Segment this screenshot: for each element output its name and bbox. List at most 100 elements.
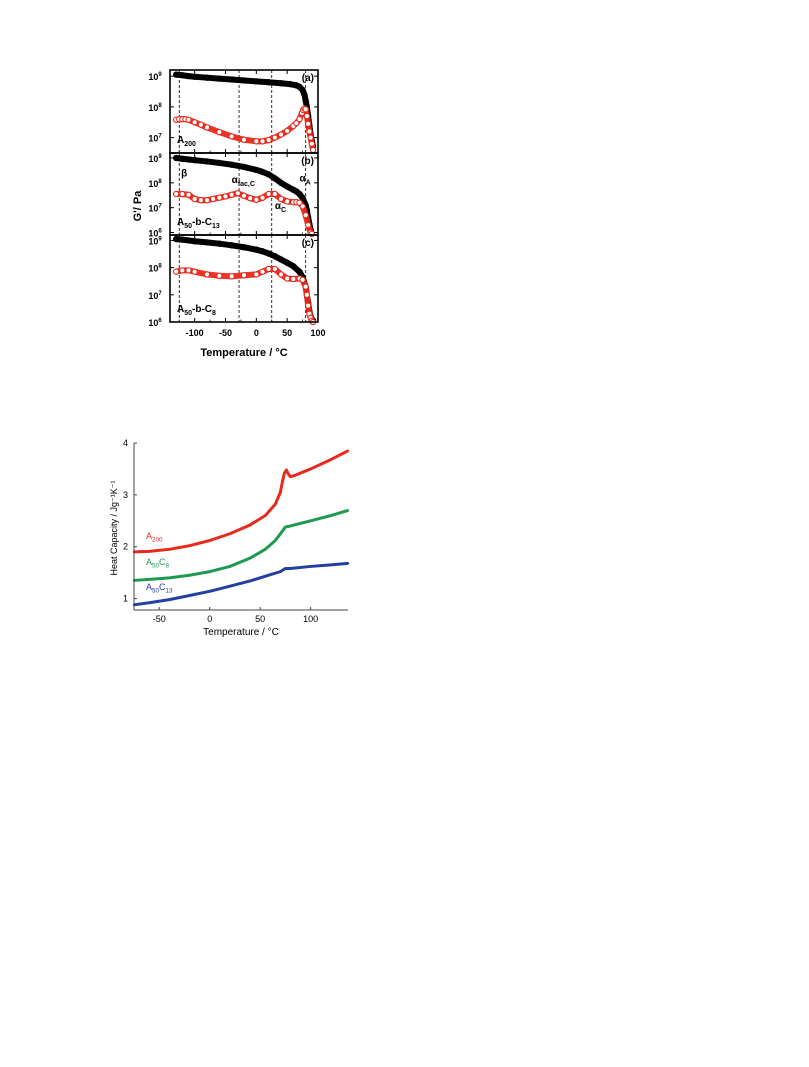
series-line [173,105,317,153]
data-point [173,154,180,162]
x-tick-label: 50 [255,614,265,624]
data-point [208,570,211,573]
y-tick-exp: 9 [158,236,162,242]
data-point [289,524,292,528]
data-point [299,194,306,201]
data-point [132,579,136,582]
data-point [304,120,312,127]
y-tick-label: 2 [123,542,128,552]
data-point [173,190,180,198]
x-tick-label: 100 [310,328,325,338]
data-point [284,183,291,190]
y-tick-label: 107 [148,291,162,301]
data-point [188,544,191,547]
data-point [296,268,303,275]
data-point [279,532,282,535]
data-point [290,263,297,270]
sample-label-part: 50 [184,223,192,230]
data-point [240,77,248,84]
data-point [179,155,186,162]
data-point [132,550,136,554]
series-label: A50C8 [146,557,170,570]
panel-label: (a) [302,73,314,84]
data-point [179,236,186,243]
y-tick-base: 10 [148,72,158,82]
data-point [259,268,266,275]
data-point [301,91,308,98]
series-label: A50C13 [146,582,173,595]
data-point [302,211,309,219]
data-point [277,131,285,138]
y-tick-exp: 9 [158,154,162,160]
y-tick-base: 10 [148,154,158,164]
data-point [216,128,223,136]
data-point [308,140,315,147]
y-tick-label: 106 [148,229,162,239]
y-tick-base: 10 [148,229,158,239]
peak-annotation: αC [275,201,286,214]
series-line [133,449,349,554]
data-point [216,159,223,167]
data-point [248,523,252,527]
peak-annotation-part: A [306,180,311,187]
data-point [179,267,186,274]
data-point [283,471,286,475]
sample-label: A50-b-C8 [177,304,216,317]
peak-annotation: αfac,C [232,175,255,188]
panel-frame [169,234,319,323]
sample-label-part: 8 [212,310,216,317]
x-tick-label: 0 [207,614,212,624]
x-tick-label: -50 [153,614,166,624]
data-point [287,80,294,88]
data-point [259,194,266,201]
data-point [168,598,171,601]
data-point [179,190,186,198]
data-point [203,197,211,204]
data-point [228,532,232,535]
data-point [271,253,278,260]
series-label-part: 8 [166,563,170,570]
data-point [264,514,267,517]
y-tick-label: 107 [148,134,162,144]
data-point [279,491,282,494]
data-point [285,468,288,472]
data-point [203,124,211,131]
y-tick-label: 109 [148,154,162,164]
x-tick-label: -100 [186,328,204,338]
data-point [203,74,211,81]
data-point [277,80,285,87]
peak-annotation-part: α [275,201,282,212]
data-point [304,221,312,229]
y-tick-label: 1 [123,594,128,604]
y-tick-exp: 7 [158,291,162,297]
data-point [216,194,223,201]
data-point [264,548,267,551]
data-point [346,449,350,452]
data-point [188,594,191,597]
y-tick-exp: 6 [158,229,162,235]
data-point [240,136,248,143]
cp-xlabel: Temperature / °C [203,627,279,638]
sample-label-part: A [177,217,184,228]
data-point [265,265,272,273]
data-point [216,75,223,82]
data-point [271,190,278,198]
y-tick-base: 10 [148,264,158,274]
data-point [277,195,285,203]
sample-label-part: 13 [212,223,220,230]
data-point [228,133,235,140]
data-point [248,579,252,583]
data-point [147,601,151,604]
sample-label-part: -b-C [192,217,212,228]
data-point [287,472,290,476]
y-tick-label: 107 [148,204,162,214]
data-point [346,509,350,512]
series-label-part: A [146,557,152,567]
data-point [271,134,278,141]
series-label-part: A [146,531,152,541]
data-point [279,570,282,573]
x-tick-label: 100 [303,614,318,624]
data-point [191,238,198,245]
